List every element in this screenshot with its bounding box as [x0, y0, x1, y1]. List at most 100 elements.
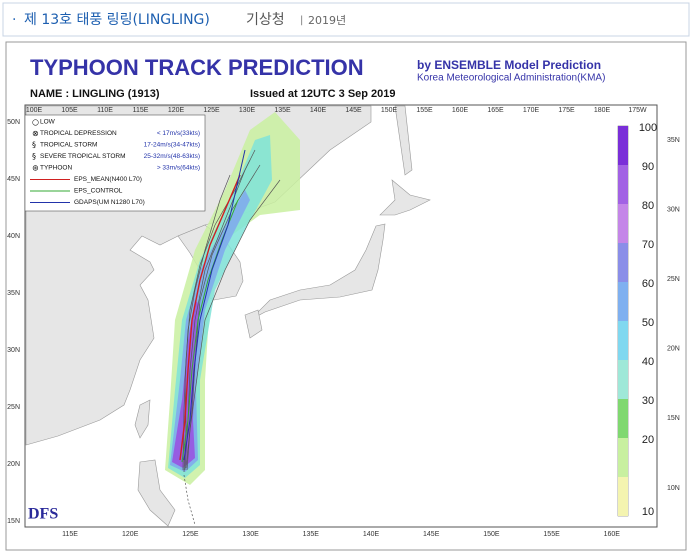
bottom-lon-label: 125E [182, 531, 199, 538]
past-track [183, 474, 196, 526]
taiwan [134, 399, 151, 439]
legend-label: SEVERE TROPICAL STORM [40, 153, 125, 160]
typhoon-name: NAME : LINGLING (1913) [30, 88, 160, 100]
legend-symbol: ⊛ [32, 164, 39, 173]
track [183, 174, 231, 473]
top-lon-label: 170E [523, 107, 540, 114]
colorbar-segment [618, 165, 628, 204]
colorbar-label: 100 [639, 122, 657, 134]
top-lon-label: 100E [26, 107, 43, 114]
colorbar-segment [618, 321, 628, 360]
top-lon-label: 175E [558, 107, 575, 114]
top-lon-label: 180E [594, 107, 611, 114]
header-box [2, 2, 690, 37]
colorbar-label: 10 [642, 506, 654, 518]
map-area: DFS [24, 104, 658, 528]
bottom-lon-label: 115E [62, 531, 78, 538]
honshu [249, 223, 386, 321]
colorbar-label: 80 [642, 200, 654, 212]
bottom-lon-label: 130E [242, 531, 259, 538]
kyushu [244, 309, 263, 339]
left-lat-label: 15N [7, 518, 20, 525]
bottom-lon-label: 120E [122, 531, 139, 538]
separator: | [300, 15, 303, 26]
header-date: 2019년 [308, 14, 346, 27]
legend-label: EPS_MEAN(N400 L70) [74, 176, 142, 183]
top-lon-label: 140E [310, 107, 327, 114]
right-lat-label: 25N [667, 276, 680, 283]
header-title: 제 13호 태풍 링링(LINGLING) [24, 12, 210, 28]
right-lat-label: 30N [667, 206, 680, 213]
colorbar-segment [618, 282, 628, 321]
legend-symbol: ⊗ [32, 129, 39, 138]
luzon [137, 459, 176, 527]
colorbar-segment [618, 243, 628, 282]
legend-range: 17-24m/s(34-47kts) [144, 142, 200, 149]
left-lat-label: 50N [7, 119, 20, 126]
legend-symbol: ○ [32, 118, 39, 127]
bottom-lon-label: 160E [604, 531, 621, 538]
dfs-logo: DFS [28, 506, 58, 523]
bottom-lon-label: 140E [363, 531, 380, 538]
top-lon-label: 165E [487, 107, 504, 114]
legend-symbol: § [32, 152, 36, 161]
legend-label: GDAPS(UM N1280 L70) [74, 199, 145, 206]
legend-box [24, 114, 206, 212]
colorbar-segment [618, 477, 628, 516]
top-lon-label: 160E [452, 107, 469, 114]
top-lon-label: 125E [203, 107, 220, 114]
right-lat-label: 20N [667, 346, 680, 353]
left-lat-label: 40N [7, 233, 20, 240]
legend-label: TROPICAL STORM [40, 142, 97, 149]
top-lon-label: 135E [274, 107, 291, 114]
track [186, 179, 281, 471]
eps-control-track [181, 199, 239, 463]
map-title: TYPHOON TRACK PREDICTION [30, 55, 364, 80]
top-lon-label: 110E [97, 107, 113, 114]
bottom-lon-label: 155E [543, 531, 560, 538]
colorbar-label: 50 [642, 317, 654, 329]
left-lat-label: 25N [7, 404, 20, 411]
top-lon-label: 150E [381, 107, 398, 114]
colorbar-label: 60 [642, 278, 654, 290]
colorbar-label: 70 [642, 239, 654, 251]
colorbar-label: 40 [642, 356, 654, 368]
eps-mean-track [179, 174, 241, 461]
map-subtitle: by ENSEMBLE Model Prediction [417, 58, 601, 72]
legend-label: TROPICAL DEPRESSION [40, 130, 117, 137]
left-lat-label: 20N [7, 461, 20, 468]
top-lon-label: 145E [345, 107, 362, 114]
colorbar-segment [618, 399, 628, 438]
legend-range: 25-32m/s(48-63kts) [144, 153, 200, 160]
top-lon-label: 175W [628, 107, 647, 114]
legend-range: < 17m/s(33kts) [157, 130, 200, 137]
bottom-lon-label: 145E [423, 531, 440, 538]
top-lon-label: 120E [168, 107, 185, 114]
legend-range: > 33m/s(64kts) [157, 165, 200, 172]
colorbar-segment [618, 360, 628, 399]
left-lat-label: 45N [7, 176, 20, 183]
legend-label: TYPHOON [40, 165, 72, 172]
top-lon-label: 105E [61, 107, 78, 114]
legend-symbol: § [32, 141, 36, 150]
bullet: · [12, 12, 16, 28]
bottom-lon-label: 135E [303, 531, 320, 538]
colorbar-label: 90 [642, 161, 654, 173]
map-agency: Korea Meteorological Administration(KMA) [417, 73, 605, 84]
right-lat-label: 10N [667, 485, 680, 492]
left-lat-label: 30N [7, 347, 20, 354]
right-lat-label: 35N [667, 137, 680, 144]
top-lon-label: 130E [239, 107, 256, 114]
colorbar-segment [618, 204, 628, 243]
colorbar-label: 20 [642, 434, 654, 446]
hokkaido [379, 179, 431, 216]
issued-time: Issued at 12UTC 3 Sep 2019 [250, 88, 396, 100]
colorbar-segment [618, 438, 628, 477]
right-lat-label: 15N [667, 415, 680, 422]
top-lon-label: 115E [133, 107, 149, 114]
legend-label: LOW [40, 119, 56, 126]
top-lon-label: 155E [416, 107, 433, 114]
sakhalin [394, 105, 413, 176]
legend-label: EPS_CONTROL [74, 188, 123, 195]
